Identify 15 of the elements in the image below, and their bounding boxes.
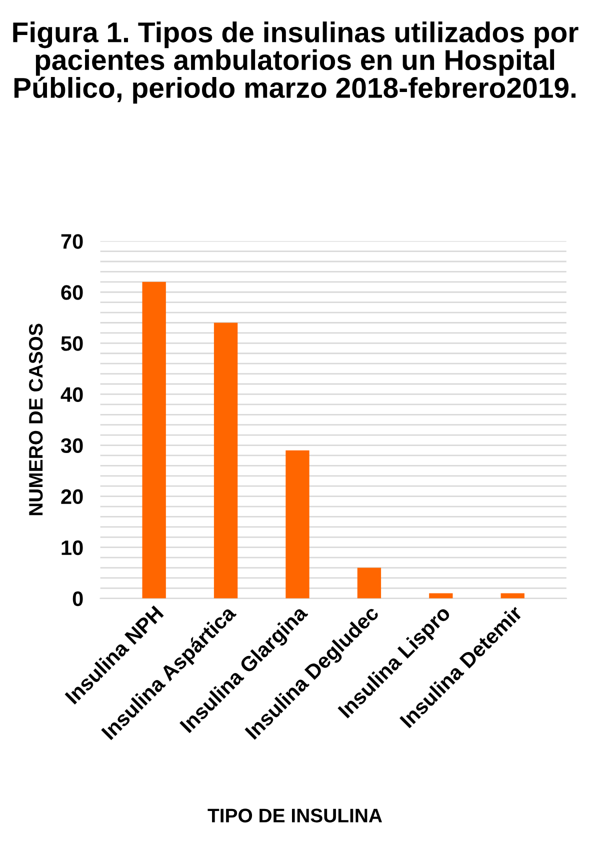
y-tick-label: 60 xyxy=(61,285,83,300)
y-tick-label: 70 xyxy=(61,234,83,249)
bar xyxy=(357,568,382,598)
x-axis-title: TIPO DE INSULINA xyxy=(208,808,382,822)
bar xyxy=(214,322,238,598)
y-tick-label: 50 xyxy=(61,336,83,351)
bar xyxy=(142,282,166,598)
y-tick-label: 0 xyxy=(72,591,83,606)
y-tick-label: 40 xyxy=(60,387,83,402)
y-axis-title: NUMERO DE CASOS xyxy=(28,324,43,516)
bar xyxy=(286,450,310,598)
y-tick-label: 20 xyxy=(61,489,83,504)
chart-title: Figura 1. Tipos de insulinas utilizados por pacientes ambulatorios en un Hospital Público, periodo marzo 2018-febrero2019. xyxy=(13,22,578,104)
y-tick-label: 30 xyxy=(60,438,83,454)
y-tick-label: 10 xyxy=(62,540,83,556)
